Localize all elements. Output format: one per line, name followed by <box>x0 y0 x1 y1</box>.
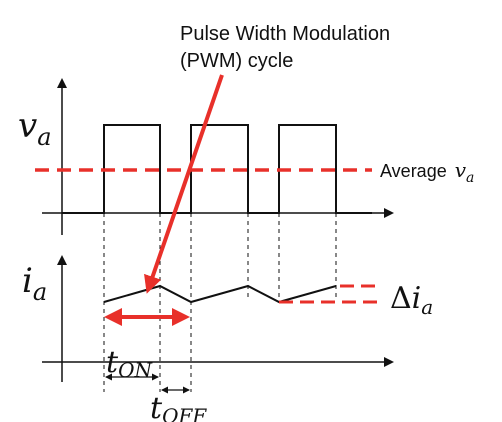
current-axis-label: ia <box>22 261 47 306</box>
pwm-cycle-pointer-arrow <box>144 74 224 294</box>
ripple-label: Δia <box>390 281 433 319</box>
pwm-title-line2: (PWM) cycle <box>180 50 293 72</box>
average-voltage-label: Average va <box>380 158 474 186</box>
t-on-label: tON <box>106 345 153 382</box>
t-off-label: tOFF <box>150 391 207 422</box>
voltage-pulse-train <box>62 124 372 214</box>
pwm-title-line1: Pulse Width Modulation <box>180 23 390 45</box>
voltage-axis-label: va <box>18 106 52 151</box>
current-ripple-waveform <box>103 284 337 304</box>
